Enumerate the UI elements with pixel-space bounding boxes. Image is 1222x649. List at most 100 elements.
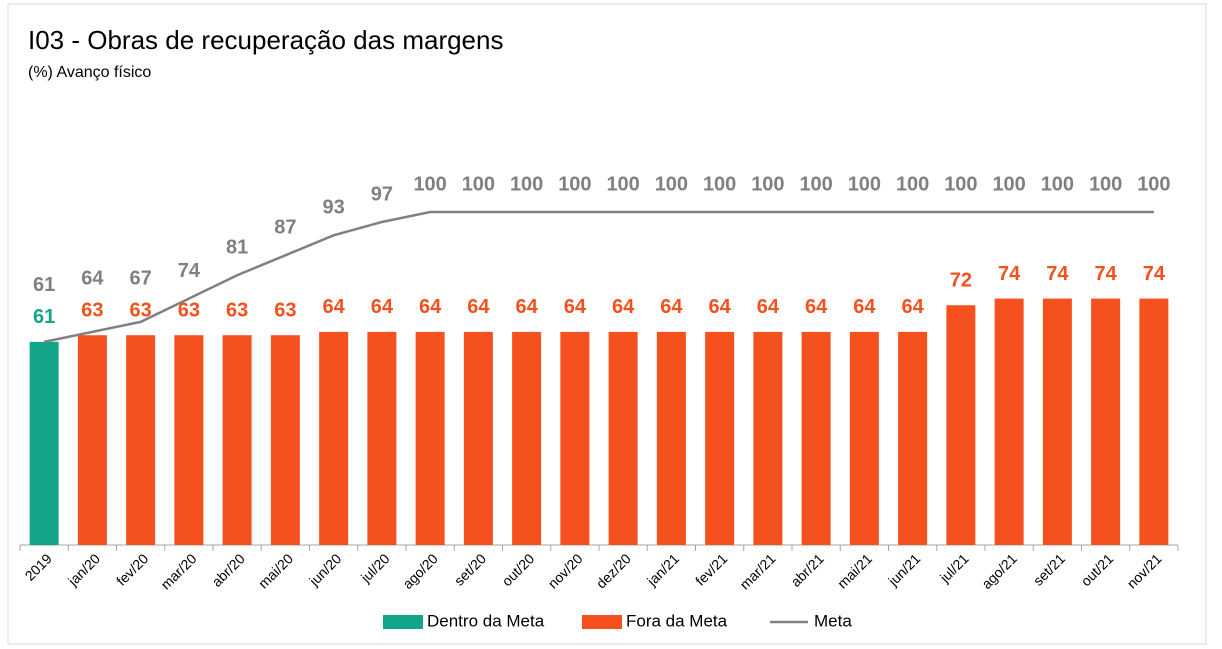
bar-value-label: 64	[564, 296, 587, 318]
meta-value-label: 100	[1137, 173, 1170, 195]
bar-value-label: 64	[612, 296, 635, 318]
bar	[415, 331, 445, 545]
bar	[656, 331, 686, 545]
bar	[463, 331, 493, 545]
x-tick-label: mar/20	[157, 550, 199, 592]
bar-value-label: 64	[467, 296, 490, 318]
bar-value-label: 64	[757, 296, 780, 318]
meta-value-label: 64	[81, 267, 104, 289]
bar-value-label: 74	[1143, 263, 1166, 285]
meta-value-label: 100	[1089, 173, 1122, 195]
meta-value-label: 100	[510, 173, 543, 195]
bar	[801, 331, 831, 545]
chart-subtitle: (%) Avanço físico	[28, 64, 151, 81]
bar-value-label: 74	[1046, 263, 1069, 285]
meta-value-label: 100	[655, 173, 688, 195]
bar	[174, 335, 204, 545]
meta-value-label: 93	[323, 197, 345, 219]
bar-value-label: 64	[371, 296, 394, 318]
meta-value-label: 100	[413, 173, 446, 195]
bar-value-label: 64	[323, 296, 346, 318]
meta-value-label: 61	[33, 274, 55, 296]
bar-value-label: 63	[226, 299, 248, 321]
x-tick-label: jan/20	[64, 550, 103, 589]
x-tick-label: out/21	[1078, 550, 1117, 589]
bar	[1139, 298, 1169, 545]
chart-frame	[7, 3, 1207, 645]
meta-value-label: 100	[558, 173, 591, 195]
x-tick-label: fev/21	[692, 550, 730, 588]
x-tick-label: nov/21	[1124, 550, 1165, 591]
legend-label: Dentro da Meta	[427, 611, 545, 630]
bar	[898, 331, 928, 545]
bar-value-label: 74	[998, 263, 1021, 285]
meta-value-label: 100	[703, 173, 736, 195]
bar-value-label: 74	[1095, 263, 1118, 285]
bar	[608, 331, 638, 545]
meta-value-label: 67	[130, 267, 152, 289]
meta-value-label: 100	[848, 173, 881, 195]
x-tick-label: set/21	[1030, 550, 1068, 588]
bar	[512, 331, 542, 545]
bar	[270, 335, 300, 545]
bar	[849, 331, 879, 545]
meta-value-label: 74	[178, 260, 201, 282]
x-tick-label: jul/21	[936, 550, 972, 586]
x-tick-label: abr/21	[787, 550, 827, 590]
meta-value-label: 81	[226, 237, 248, 259]
meta-value-label: 97	[371, 183, 393, 205]
bar-value-label: 63	[130, 299, 152, 321]
legend-label: Meta	[814, 611, 852, 630]
x-tick-label: ago/21	[978, 550, 1020, 592]
chart-title: I03 - Obras de recuperação das margens	[28, 25, 503, 55]
legend-label: Fora da Meta	[626, 611, 728, 630]
bar-value-label: 64	[902, 296, 925, 318]
bar	[1042, 298, 1072, 545]
x-tick-label: nov/20	[545, 550, 586, 591]
meta-value-label: 100	[462, 173, 495, 195]
x-tick-label: ago/20	[399, 550, 441, 592]
bar-value-label: 63	[274, 299, 296, 321]
bar	[319, 331, 349, 545]
meta-value-label: 100	[896, 173, 929, 195]
x-tick-label: jul/20	[357, 550, 393, 586]
bar	[222, 335, 252, 545]
bar-value-label: 64	[805, 296, 828, 318]
legend-swatch	[582, 615, 622, 629]
x-tick-label: jan/21	[643, 550, 682, 589]
meta-value-label: 100	[751, 173, 784, 195]
meta-line	[43, 210, 1154, 344]
bar	[77, 335, 107, 545]
bar-value-label: 72	[950, 270, 972, 292]
bar	[367, 331, 397, 545]
bar	[946, 305, 976, 545]
meta-value-label: 87	[274, 217, 296, 239]
bar-value-label: 64	[419, 296, 442, 318]
bar	[126, 335, 156, 545]
x-tick-label: 2019	[22, 550, 55, 583]
meta-value-label: 100	[606, 173, 639, 195]
bar-value-label: 64	[853, 296, 876, 318]
x-tick-label: abr/20	[208, 550, 248, 590]
bar-value-label: 63	[81, 299, 103, 321]
x-tick-label: jun/21	[884, 550, 923, 589]
bar-value-label: 64	[709, 296, 732, 318]
bar	[753, 331, 783, 545]
x-tick-label: mar/21	[736, 550, 778, 592]
x-tick-label: fev/20	[113, 550, 151, 588]
x-tick-label: jun/20	[305, 550, 344, 589]
x-tick-label: set/20	[451, 550, 489, 588]
bar	[705, 331, 735, 545]
x-tick-label: dez/20	[593, 550, 634, 591]
bar-value-label: 63	[178, 299, 200, 321]
meta-value-label: 100	[992, 173, 1025, 195]
bar	[1091, 298, 1121, 545]
bar	[29, 341, 59, 545]
x-tick-label: mai/20	[255, 550, 296, 591]
meta-value-label: 100	[944, 173, 977, 195]
bar	[994, 298, 1024, 545]
meta-value-label: 100	[799, 173, 832, 195]
bar	[560, 331, 590, 545]
x-tick-label: out/20	[499, 550, 538, 589]
